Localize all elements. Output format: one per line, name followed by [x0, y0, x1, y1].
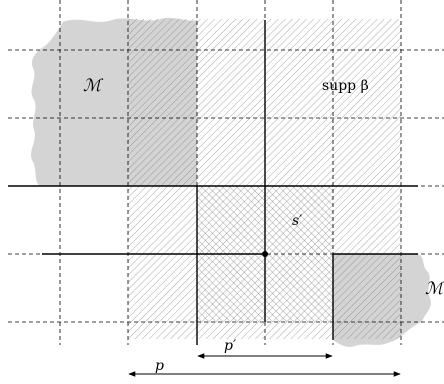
label-support: supp β [322, 78, 369, 94]
label-region-m-right: ℳ [425, 279, 444, 299]
label-region-m-left: ℳ [83, 76, 104, 96]
label-cell: s′ [292, 213, 303, 229]
origin-point [262, 251, 268, 257]
solid-lines [8, 20, 418, 345]
label-width-outer: p [155, 358, 164, 374]
label-width-inner: p′ [224, 338, 237, 354]
